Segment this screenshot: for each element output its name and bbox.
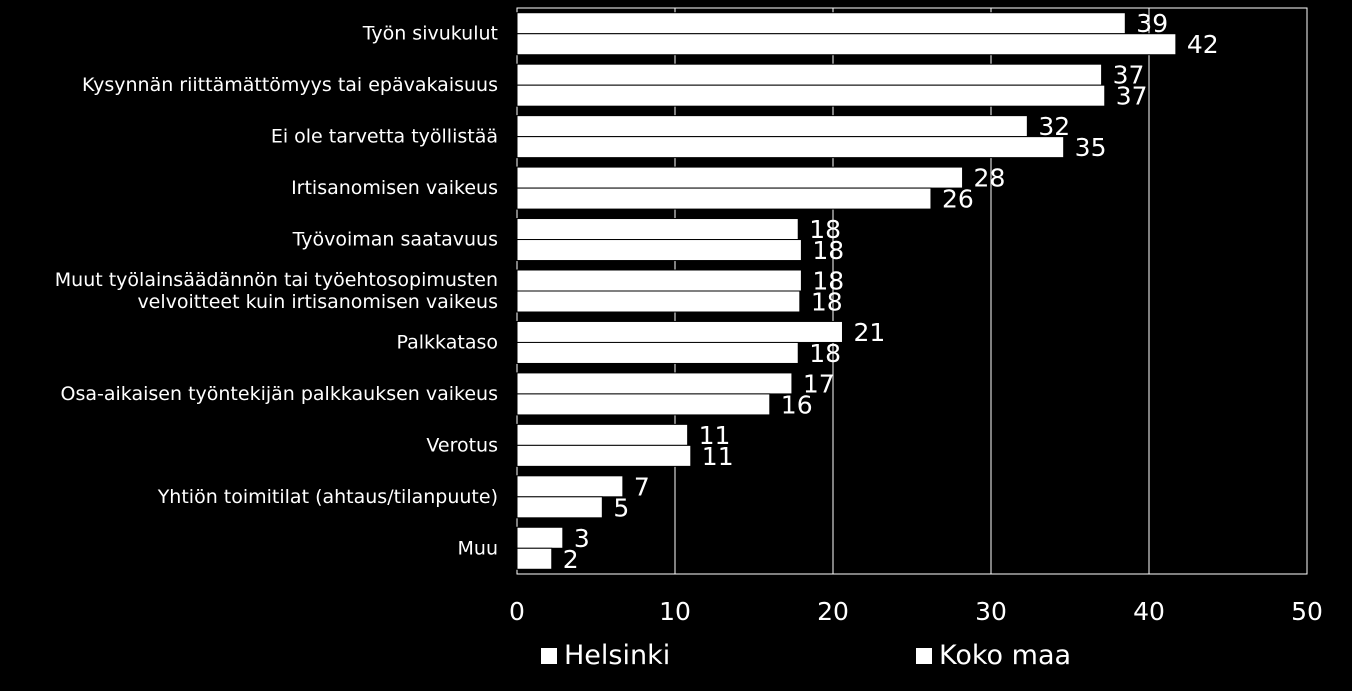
x-tick-label-10: 10 bbox=[659, 597, 691, 626]
category-label-1: Kysynnän riittämättömyys tai epävakaisuu… bbox=[82, 74, 498, 96]
category-label-3: Irtisanomisen vaikeus bbox=[291, 177, 498, 199]
category-label-8: Verotus bbox=[426, 434, 498, 456]
bar-koko-maa-5 bbox=[516, 290, 801, 313]
legend-swatch-helsinki bbox=[540, 646, 558, 665]
value-label-helsinki-3: 28 bbox=[974, 164, 1006, 193]
value-label-koko-maa-2: 35 bbox=[1075, 133, 1107, 162]
x-tick-label-20: 20 bbox=[817, 597, 849, 626]
category-label-5-line-0: Muut työlainsäädännön tai työehtosopimus… bbox=[55, 269, 498, 291]
bar-koko-maa-4 bbox=[516, 239, 802, 262]
value-label-helsinki-9: 7 bbox=[634, 472, 650, 501]
category-label-2: Ei ole tarvetta työllistää bbox=[271, 126, 498, 148]
bar-helsinki-7 bbox=[516, 372, 793, 395]
category-label-4: Työvoiman saatavuus bbox=[292, 229, 498, 251]
bar-koko-maa-3 bbox=[516, 187, 932, 210]
value-label-helsinki-10: 3 bbox=[574, 524, 590, 553]
category-label-10: Muu bbox=[458, 537, 498, 559]
legend-item-helsinki: Helsinki bbox=[540, 640, 670, 671]
bar-helsinki-5 bbox=[516, 269, 802, 292]
value-label-koko-maa-1: 37 bbox=[1116, 82, 1148, 111]
bar-koko-maa-10 bbox=[516, 547, 553, 570]
category-label-5-line-1: velvoitteet kuin irtisanomisen vaikeus bbox=[137, 291, 498, 313]
legend-swatch-koko-maa bbox=[915, 646, 933, 665]
value-label-helsinki-1: 37 bbox=[1113, 61, 1145, 90]
bar-helsinki-2 bbox=[516, 115, 1028, 138]
value-label-koko-maa-5: 18 bbox=[811, 288, 843, 317]
value-label-koko-maa-6: 18 bbox=[809, 339, 841, 368]
category-label-6: Palkkataso bbox=[397, 331, 498, 353]
x-tick-label-0: 0 bbox=[509, 597, 525, 626]
value-label-koko-maa-4: 18 bbox=[812, 236, 844, 265]
legend-label-koko-maa: Koko maa bbox=[939, 640, 1072, 671]
x-tick-label-40: 40 bbox=[1133, 597, 1165, 626]
category-label-7: Osa-aikaisen työntekijän palkkauksen vai… bbox=[61, 383, 498, 405]
value-label-koko-maa-9: 5 bbox=[613, 493, 629, 522]
bar-koko-maa-9 bbox=[516, 496, 603, 519]
x-tick-label-50: 50 bbox=[1291, 597, 1323, 626]
value-label-helsinki-7: 17 bbox=[803, 369, 835, 398]
value-label-koko-maa-7: 16 bbox=[781, 390, 813, 419]
bar-koko-maa-0 bbox=[516, 33, 1177, 56]
bar-helsinki-8 bbox=[516, 423, 689, 446]
bar-helsinki-1 bbox=[516, 63, 1103, 86]
bar-koko-maa-1 bbox=[516, 84, 1106, 107]
bar-koko-maa-8 bbox=[516, 444, 692, 467]
value-label-koko-maa-10: 2 bbox=[563, 545, 579, 574]
x-tick-label-30: 30 bbox=[975, 597, 1007, 626]
bar-helsinki-10 bbox=[516, 526, 564, 549]
category-label-9: Yhtiön toimitilat (ahtaus/tilanpuute) bbox=[157, 486, 498, 508]
bar-helsinki-9 bbox=[516, 475, 624, 498]
bar-koko-maa-6 bbox=[516, 341, 799, 364]
legend-label-helsinki: Helsinki bbox=[564, 640, 671, 671]
bar-koko-maa-7 bbox=[516, 393, 771, 416]
value-label-koko-maa-0: 42 bbox=[1187, 30, 1219, 59]
bar-koko-maa-2 bbox=[516, 136, 1065, 159]
legend-item-koko-maa: Koko maa bbox=[915, 640, 1071, 671]
value-label-koko-maa-3: 26 bbox=[942, 185, 974, 214]
value-label-helsinki-4: 18 bbox=[809, 215, 841, 244]
bar-helsinki-4 bbox=[516, 218, 799, 241]
bar-helsinki-6 bbox=[516, 320, 843, 343]
value-label-helsinki-6: 21 bbox=[853, 318, 885, 347]
bar-helsinki-3 bbox=[516, 166, 964, 189]
value-label-helsinki-5: 18 bbox=[812, 267, 844, 296]
value-label-helsinki-8: 11 bbox=[699, 421, 731, 450]
bar-helsinki-0 bbox=[516, 12, 1126, 35]
category-label-0: Työn sivukulut bbox=[362, 23, 498, 45]
value-label-koko-maa-8: 11 bbox=[702, 442, 734, 471]
